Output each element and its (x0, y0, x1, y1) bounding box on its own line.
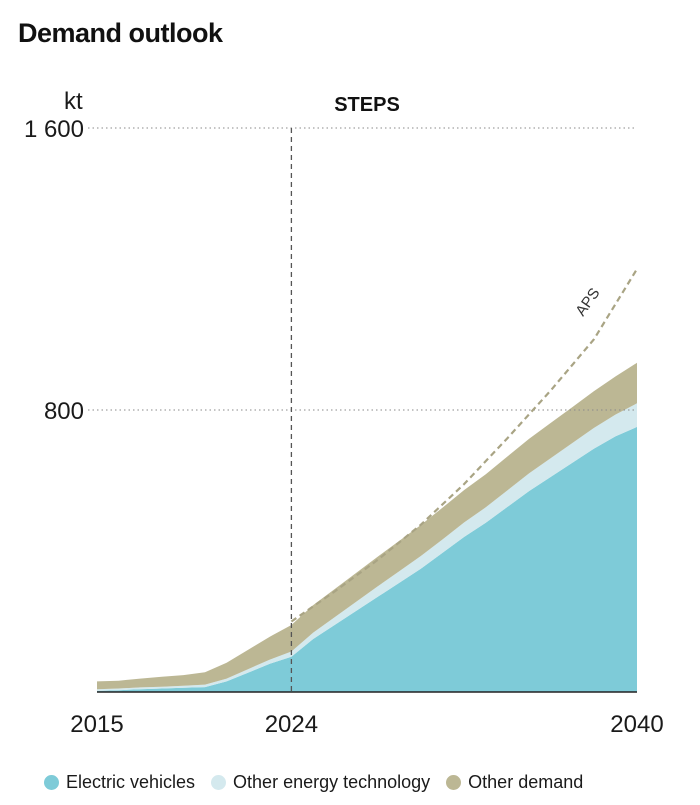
legend-swatch-other-energy-technology (211, 775, 227, 790)
y-tick-label-800: 800 (44, 398, 84, 425)
page-title: Demand outlook (18, 18, 223, 48)
x-tick-label-2024: 2024 (265, 711, 318, 738)
chart-legend: Electric vehicles Other energy technolog… (44, 772, 599, 793)
x-tick-label-2040: 2040 (610, 711, 663, 738)
area-electric-vehicles (97, 426, 637, 692)
legend-label-electric-vehicles: Electric vehicles (66, 772, 196, 792)
legend-item-other-demand: Other demand (446, 772, 583, 793)
legend-swatch-electric-vehicles (44, 775, 59, 790)
legend-label-other-demand: Other demand (468, 772, 584, 792)
legend-label-other-energy-technology: Other energy technology (233, 772, 431, 792)
legend-item-electric-vehicles: Electric vehicles (44, 772, 195, 793)
x-tick-label-2015: 2015 (70, 711, 123, 738)
y-tick-label-1600: 1 600 (24, 116, 84, 143)
scenario-title: STEPS (334, 94, 400, 116)
legend-swatch-other-demand (446, 775, 462, 790)
aps-line (290, 268, 638, 623)
legend-item-other-energy-technology: Other energy technology (211, 772, 430, 793)
aps-line-label: APS (572, 285, 603, 319)
y-axis-unit: kt (64, 88, 83, 115)
